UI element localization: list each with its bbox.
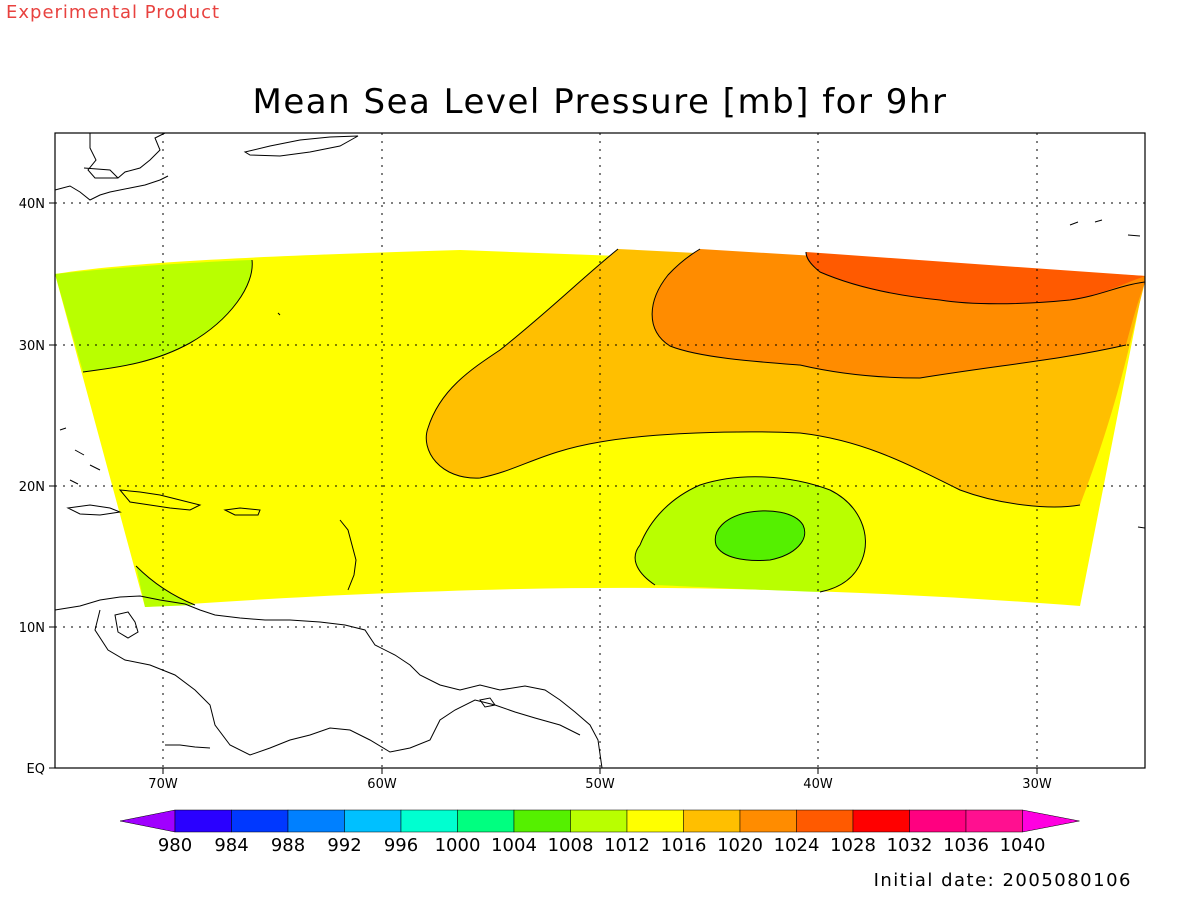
pressure-fill (55, 249, 1145, 607)
region-central-low-core (715, 510, 805, 561)
colorbar-swatch (400, 809, 458, 833)
axis-labels: 70W 60W 50W 40W 30W 40N 30N 20N 10N EQ (19, 197, 1052, 792)
colorbar-label: 988 (271, 835, 305, 856)
colorbar-label: 984 (214, 835, 248, 856)
colorbar-label: 1032 (887, 835, 933, 856)
colorbar: 980 984 988 992 996 1000 1004 1008 1012 1016 1020 1… (119, 809, 1080, 856)
colorbar-swatch (683, 809, 741, 833)
colorbar-label: 1028 (830, 835, 876, 856)
colorbar-arrow-low (119, 809, 176, 833)
lat-tick-label: 20N (19, 480, 45, 495)
colorbar-label: 1016 (661, 835, 707, 856)
colorbar-swatch (344, 809, 402, 833)
colorbar-label: 1040 (1000, 835, 1046, 856)
colorbar-swatch (174, 809, 232, 833)
lon-tick-label: 50W (585, 777, 615, 792)
region-far-north-east (806, 252, 1145, 304)
region-northwest (55, 260, 253, 372)
axis-ticks (49, 202, 1038, 774)
lon-tick-label: 70W (148, 777, 178, 792)
colorbar-label: 980 (158, 835, 192, 856)
lat-tick-label: 30N (19, 339, 45, 354)
colorbar-label: 1020 (717, 835, 763, 856)
colorbar-swatch (796, 809, 854, 833)
graticule (55, 133, 1145, 768)
lon-tick-label: 30W (1022, 777, 1052, 792)
colorbar-swatch (513, 809, 571, 833)
colorbar-swatch (287, 809, 345, 833)
colorbar-swatch (739, 809, 797, 833)
initial-date-label: Initial date: 2005080106 (873, 870, 1132, 891)
lat-tick-label: EQ (27, 762, 45, 777)
lat-tick-label: 40N (19, 197, 45, 212)
lon-tick-label: 40W (803, 777, 833, 792)
region-southwest-low (136, 566, 195, 607)
colorbar-arrow-high (1022, 809, 1080, 833)
colorbar-label: 996 (384, 835, 418, 856)
colorbar-swatch (852, 809, 910, 833)
map-title: Mean Sea Level Pressure [mb] for 9hr (252, 82, 948, 122)
colorbar-swatch (231, 809, 289, 833)
contour-lines (82, 248, 1146, 606)
colorbar-label: 1024 (774, 835, 820, 856)
experimental-product-label: Experimental Product (6, 2, 221, 23)
lon-tick-label: 60W (367, 777, 397, 792)
colorbar-label: 1008 (548, 835, 594, 856)
colorbar-swatch (626, 809, 684, 833)
colorbar-label: 1000 (435, 835, 481, 856)
colorbar-label: 1036 (943, 835, 989, 856)
colorbar-label: 1012 (604, 835, 650, 856)
colorbar-label: 992 (327, 835, 361, 856)
colorbar-swatch (570, 809, 628, 833)
lat-tick-label: 10N (19, 621, 45, 636)
colorbar-swatch (909, 809, 967, 833)
colorbar-swatch (965, 809, 1023, 833)
colorbar-label: 1004 (491, 835, 537, 856)
colorbar-swatch (457, 809, 515, 833)
